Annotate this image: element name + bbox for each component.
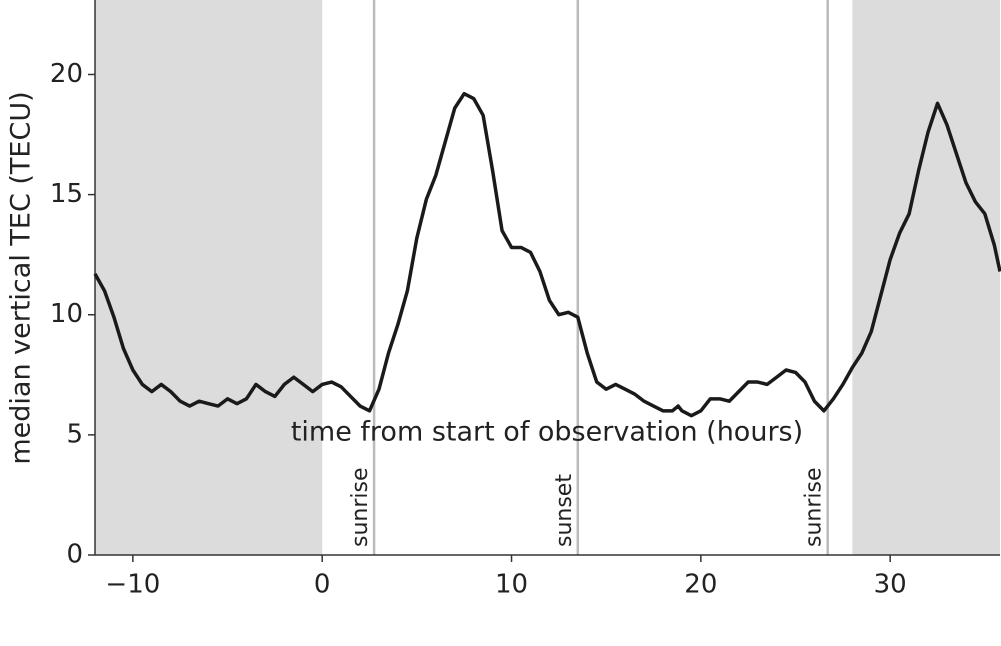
series-line [93,91,1001,418]
event-label: sunset [552,474,577,547]
shaded-region [852,0,1000,555]
y-tick-label: 20 [50,59,83,89]
event-label: sunrise [802,467,827,547]
event-label: sunrise [348,467,373,547]
y-tick-label: 15 [50,179,83,209]
x-tick-label: −10 [105,570,160,600]
x-axis-title: time from start of observation (hours) [291,417,803,448]
x-tick-label: 0 [314,570,331,600]
x-tick-label: 30 [874,570,907,600]
y-tick-label: 0 [66,540,83,570]
x-tick-label: 20 [684,570,717,600]
shaded-region [95,0,323,555]
y-tick-label: 10 [50,299,83,329]
y-axis-title: median vertical TEC (TECU) [6,91,37,464]
x-tick-label: 10 [495,570,528,600]
y-tick-label: 5 [66,419,83,449]
